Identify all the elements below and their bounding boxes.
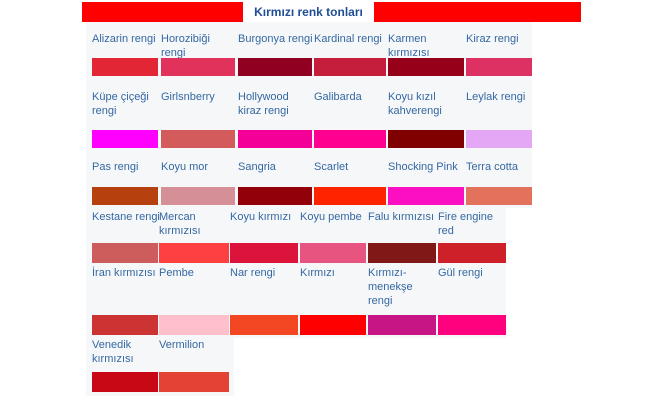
swatch-label: Galibarda: [314, 91, 362, 103]
swatch-label: Sangria: [238, 161, 276, 173]
color-swatch: [161, 187, 235, 205]
color-swatch: [92, 315, 158, 335]
color-swatch: [161, 58, 235, 76]
color-swatch: [300, 243, 366, 263]
panel-upper: [86, 22, 532, 208]
color-swatch: [438, 243, 506, 263]
swatch-label: Falu kırmızısı: [368, 211, 435, 223]
color-swatch: [438, 315, 506, 335]
color-swatch: [92, 130, 158, 148]
swatch-label: Alizarin rengi: [92, 33, 156, 45]
color-swatch: [314, 187, 386, 205]
swatch-label: Girlsnberry: [161, 91, 215, 103]
color-swatch: [159, 372, 229, 392]
swatch-label: Leylak rengi: [466, 91, 526, 103]
swatch-label: Koyu kırmızı: [230, 211, 292, 223]
color-swatch: [368, 315, 436, 335]
color-swatch: [238, 187, 312, 205]
swatch-label: Kırmızı: [300, 267, 335, 279]
swatch-label: Karmen kırmızısı: [388, 33, 430, 59]
swatch-label: Mercan kırmızısı: [159, 211, 201, 237]
swatch-label: Koyu kızıl kahverengi: [388, 91, 442, 117]
color-swatch: [238, 58, 312, 76]
color-swatch: [230, 243, 298, 263]
color-swatch: [466, 187, 532, 205]
swatch-label: Hollywood kiraz rengi: [238, 91, 289, 117]
color-swatch: [159, 243, 229, 263]
swatch-label: Koyu mor: [161, 161, 209, 173]
color-swatch: [230, 315, 298, 335]
color-swatch: [92, 372, 158, 392]
swatch-label: Fire engine red: [438, 211, 494, 237]
swatch-label: Shocking Pink: [388, 161, 458, 173]
color-swatch: [388, 58, 464, 76]
swatch-label: Terra cotta: [466, 161, 518, 173]
swatch-label: Nar rengi: [230, 267, 276, 279]
color-swatch: [159, 315, 229, 335]
swatch-label: Burgonya rengi: [238, 33, 313, 45]
swatch-label: Pas rengi: [92, 161, 139, 173]
swatch-label: Koyu pembe: [300, 211, 362, 223]
color-swatch: [314, 130, 386, 148]
color-swatch: [300, 315, 366, 335]
swatch-label: Kardinal rengi: [314, 33, 382, 45]
color-swatch: [92, 58, 158, 76]
color-swatch: [466, 130, 532, 148]
color-swatch: [314, 58, 386, 76]
swatch-label: Küpe çiçeği rengi: [92, 91, 149, 117]
color-swatch: [92, 243, 158, 263]
swatch-label: Kiraz rengi: [466, 33, 519, 45]
swatch-label: Gül rengi: [438, 267, 483, 279]
swatch-label: Scarlet: [314, 161, 349, 173]
color-swatch: [466, 58, 532, 76]
color-swatch: [238, 130, 312, 148]
swatch-label: Venedik kırmızısı: [92, 339, 134, 365]
swatch-label: Kestane rengi: [92, 211, 160, 223]
swatch-label: Pembe: [159, 267, 194, 279]
color-swatch: [388, 187, 464, 205]
swatch-label: Vermilion: [159, 339, 205, 351]
header-title-box: [243, 2, 374, 22]
swatch-label: Horozibiği rengi: [161, 33, 210, 59]
swatch-label: İran kırmızısı: [92, 267, 156, 279]
swatch-label: Kırmızı-menekşe rengi: [368, 267, 413, 307]
color-swatch: [368, 243, 436, 263]
color-swatch: [161, 130, 235, 148]
page-title: Kırmızı renk tonları: [254, 5, 363, 19]
color-swatch: [92, 187, 158, 205]
color-swatch: [388, 130, 464, 148]
